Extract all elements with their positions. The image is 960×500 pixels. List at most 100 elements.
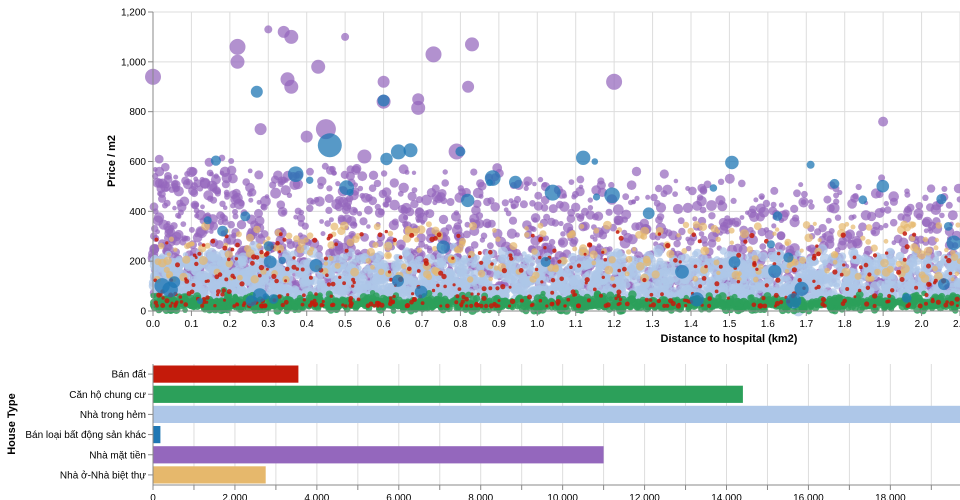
scatter-point xyxy=(323,261,329,266)
scatter-point xyxy=(407,191,417,201)
scatter-point xyxy=(704,258,711,265)
scatter-point xyxy=(451,224,463,236)
scatter-point xyxy=(270,187,281,199)
scatter-point xyxy=(401,263,407,270)
scatter-point xyxy=(790,204,799,213)
scatter-point xyxy=(286,192,293,198)
scatter-point xyxy=(837,189,843,196)
scatter-point xyxy=(559,201,570,212)
scatter-point xyxy=(493,272,500,280)
scatter-point xyxy=(731,270,741,280)
scatter-point xyxy=(795,271,801,278)
scatter-point xyxy=(548,204,558,214)
scatter-point xyxy=(470,261,477,268)
scatter-point xyxy=(771,223,777,229)
scatter-point xyxy=(540,290,546,296)
scatter-point xyxy=(417,212,428,224)
scatter-point xyxy=(692,216,698,222)
scatter-point xyxy=(380,170,388,177)
scatter-point xyxy=(833,251,839,258)
scatter-point xyxy=(622,193,630,201)
scatter-point xyxy=(784,269,790,274)
scatter-point xyxy=(850,224,856,230)
scatter-point xyxy=(306,232,314,239)
scatter-point xyxy=(702,241,709,248)
scatter-point xyxy=(417,263,424,270)
scatter-point xyxy=(688,186,697,196)
scatter-point xyxy=(927,236,937,246)
scatter-point xyxy=(772,231,777,236)
scatter-point xyxy=(758,251,769,262)
scatter-point xyxy=(591,260,597,266)
scatter-point xyxy=(568,179,575,186)
scatter-point xyxy=(280,185,291,196)
scatter-point xyxy=(350,221,358,229)
scatter-point xyxy=(807,266,816,275)
scatter-point xyxy=(847,198,857,209)
scatter-point xyxy=(589,250,598,259)
scatter-point xyxy=(681,248,688,254)
scatter-point xyxy=(770,201,777,208)
scatter-point xyxy=(284,79,299,94)
scatter-point xyxy=(153,215,164,226)
scatter-point xyxy=(530,235,541,246)
scatter-point xyxy=(817,238,822,243)
scatter-point xyxy=(557,237,569,248)
scatter-point xyxy=(425,221,432,228)
scatter-point xyxy=(596,243,602,249)
scatter-point xyxy=(579,224,585,229)
scatter-point xyxy=(228,158,235,164)
scatter-point xyxy=(276,200,286,209)
scatter-point xyxy=(838,236,847,246)
scatter-point xyxy=(254,208,263,218)
scatter-point xyxy=(786,263,792,269)
scatter-point xyxy=(357,185,364,192)
scatter-point xyxy=(383,241,393,251)
scatter-point xyxy=(541,182,548,188)
scatter-point xyxy=(352,208,358,214)
scatter-point xyxy=(906,203,915,212)
scatter-point xyxy=(645,194,651,200)
scatter-point xyxy=(193,176,199,182)
scatter-point xyxy=(372,241,379,249)
scatter-point xyxy=(436,252,445,261)
scatter-point xyxy=(917,250,927,260)
scatter-point xyxy=(561,193,568,199)
scatter-point xyxy=(484,221,492,229)
scatter-point xyxy=(636,262,645,271)
scatter-point xyxy=(793,189,801,198)
scatter-point xyxy=(530,213,541,223)
scatter-point xyxy=(416,225,426,235)
scatter-point xyxy=(941,186,948,192)
scatter-point xyxy=(715,195,726,206)
scatter-point xyxy=(537,176,544,183)
scatter-point xyxy=(725,281,731,287)
scatter-point xyxy=(939,212,945,219)
scatter-point xyxy=(653,282,662,291)
scatter-point xyxy=(804,233,813,243)
scatter-point xyxy=(254,123,267,136)
scatter-point xyxy=(780,275,788,283)
scatter-point xyxy=(274,283,283,292)
scatter-point xyxy=(878,286,885,294)
scatter-point xyxy=(915,265,921,271)
scatter-point xyxy=(166,252,171,257)
scatter-point xyxy=(604,265,614,275)
scatter-point xyxy=(487,197,495,205)
scatter-point xyxy=(232,208,238,215)
scatter-point xyxy=(706,200,717,211)
scatter-point xyxy=(152,177,163,188)
scatter-point xyxy=(416,247,422,253)
scatter-point xyxy=(932,256,939,264)
scatter-point xyxy=(608,256,616,264)
scatter-point xyxy=(560,231,566,237)
scatter-point xyxy=(182,178,194,190)
scatter-point xyxy=(211,188,217,193)
scatter-point xyxy=(597,177,605,185)
scatter-point xyxy=(180,221,187,228)
scatter-point xyxy=(789,217,800,228)
scatter-point xyxy=(570,236,579,245)
scatter-point xyxy=(825,217,832,224)
scatter-point xyxy=(285,254,292,261)
scatter-point xyxy=(346,238,355,247)
